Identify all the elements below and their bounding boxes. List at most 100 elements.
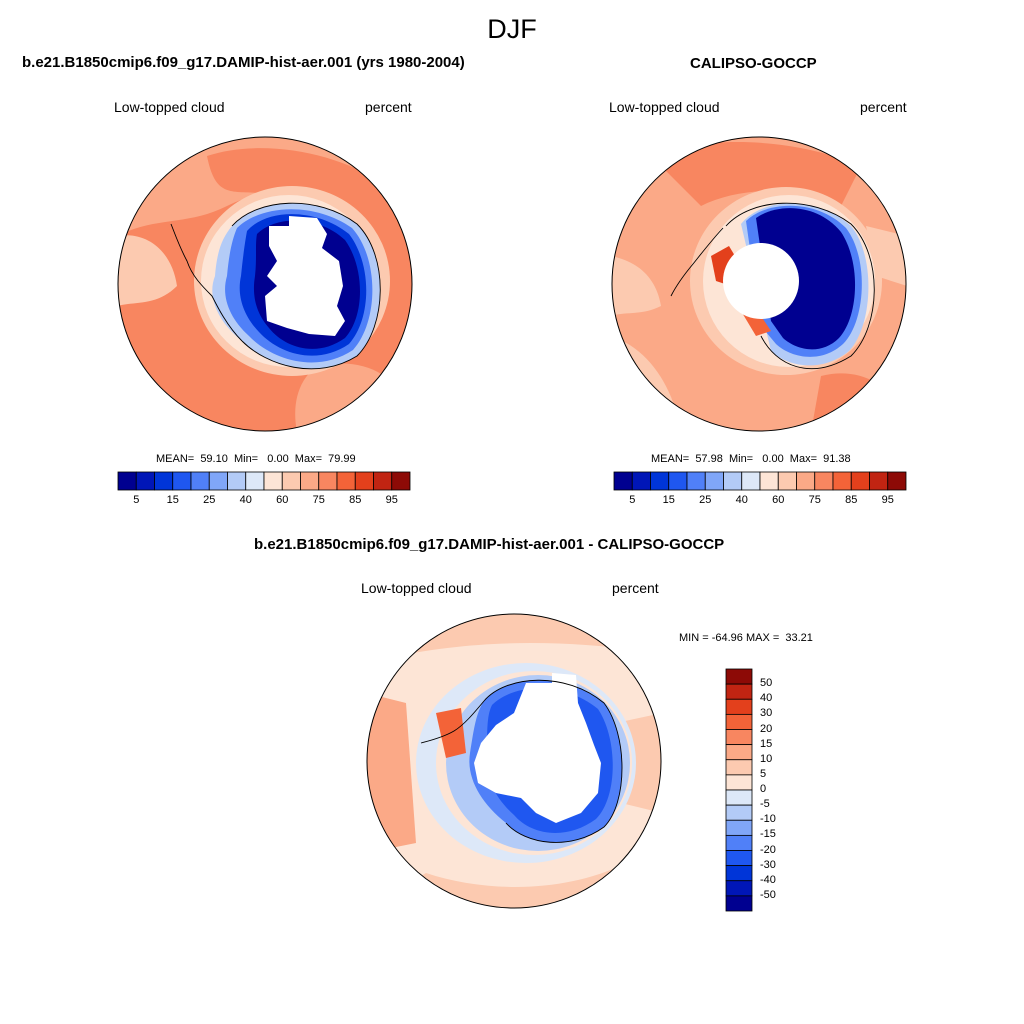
colorbar-swatch <box>741 471 761 491</box>
colorbar-tick-label: 95 <box>385 494 398 506</box>
colorbar-swatch <box>354 471 374 491</box>
colorbar-tick-label: 20 <box>760 722 773 735</box>
colorbar-swatch <box>887 471 907 491</box>
colorbar-tick-label: 60 <box>772 494 785 506</box>
colorbar-tick-label: 85 <box>349 494 362 506</box>
colorbar-swatch <box>631 471 651 491</box>
colorbar-tick-label: 15 <box>760 737 773 750</box>
diff-units-label: percent <box>612 580 659 596</box>
colorbar-tick-label: 25 <box>203 494 216 506</box>
colorbar-swatch <box>263 471 283 491</box>
colorbar-tick-label: -50 <box>760 888 776 901</box>
colorbar-swatch <box>300 471 320 491</box>
colorbar-tick-label: -15 <box>760 828 776 841</box>
colorbar-tick-label: 95 <box>881 494 894 506</box>
colorbar-tick-label: 5 <box>133 494 140 506</box>
colorbar-swatch <box>723 471 743 491</box>
colorbar-swatch <box>759 471 779 491</box>
colorbar-tick-label: 5 <box>629 494 636 506</box>
colorbar-swatch <box>373 471 393 491</box>
model-colorbar <box>117 471 411 491</box>
obs-colorbar <box>613 471 907 491</box>
obs-polar-map <box>611 136 907 432</box>
colorbar-swatch <box>725 698 753 715</box>
colorbar-swatch <box>725 744 753 761</box>
colorbar-tick-label: 60 <box>276 494 289 506</box>
colorbar-swatch <box>725 774 753 791</box>
colorbar-swatch <box>650 471 670 491</box>
colorbar-swatch <box>725 804 753 821</box>
obs-colorbar-ticks: 5 15 25 40 60 75 85 95 <box>614 494 906 508</box>
colorbar-tick-label: 40 <box>760 692 773 705</box>
colorbar-swatch <box>725 895 753 912</box>
model-variable-label: Low-topped cloud <box>114 99 225 115</box>
colorbar-swatch <box>172 471 192 491</box>
colorbar-swatch <box>613 471 633 491</box>
colorbar-swatch <box>227 471 247 491</box>
colorbar-swatch <box>796 471 816 491</box>
colorbar-swatch <box>814 471 834 491</box>
colorbar-tick-label: 10 <box>760 752 773 765</box>
colorbar-swatch <box>391 471 411 491</box>
colorbar-swatch <box>686 471 706 491</box>
obs-panel-title: CALIPSO-GOCCP <box>690 55 817 72</box>
colorbar-tick-label: 85 <box>845 494 858 506</box>
colorbar-swatch <box>725 834 753 851</box>
colorbar-swatch <box>777 471 797 491</box>
colorbar-swatch <box>208 471 228 491</box>
colorbar-swatch <box>725 668 753 685</box>
colorbar-tick-label: 15 <box>662 494 675 506</box>
colorbar-tick-label: 50 <box>760 677 773 690</box>
colorbar-swatch <box>725 819 753 836</box>
colorbar-swatch <box>135 471 155 491</box>
colorbar-swatch <box>281 471 301 491</box>
colorbar-tick-label: 40 <box>239 494 252 506</box>
colorbar-tick-label: 75 <box>312 494 325 506</box>
colorbar-tick-label: 30 <box>760 707 773 720</box>
colorbar-swatch <box>154 471 174 491</box>
colorbar-swatch <box>725 880 753 897</box>
colorbar-tick-label: -30 <box>760 858 776 871</box>
colorbar-swatch <box>869 471 889 491</box>
colorbar-swatch <box>704 471 724 491</box>
colorbar-tick-label: 25 <box>699 494 712 506</box>
model-polar-map <box>117 136 413 432</box>
diff-variable-label: Low-topped cloud <box>361 580 472 596</box>
colorbar-tick-label: -5 <box>760 798 770 811</box>
obs-stats: MEAN= 57.98 Min= 0.00 Max= 91.38 <box>651 453 851 465</box>
colorbar-swatch <box>190 471 210 491</box>
obs-variable-label: Low-topped cloud <box>609 99 720 115</box>
colorbar-swatch <box>245 471 265 491</box>
diff-stats: MIN = -64.96 MAX = 33.21 <box>679 632 813 644</box>
colorbar-swatch <box>832 471 852 491</box>
diff-colorbar-ticks: 50 40 30 20 15 10 5 0 -5 -10 -15 -20 -30 -40 -50 <box>758 669 818 911</box>
colorbar-swatch <box>318 471 338 491</box>
colorbar-tick-label: -10 <box>760 813 776 826</box>
colorbar-swatch <box>725 789 753 806</box>
obs-units-label: percent <box>860 99 907 115</box>
colorbar-swatch <box>725 759 753 776</box>
colorbar-swatch <box>725 865 753 882</box>
colorbar-swatch <box>117 471 137 491</box>
model-stats: MEAN= 59.10 Min= 0.00 Max= 79.99 <box>156 453 356 465</box>
colorbar-swatch <box>725 850 753 867</box>
main-title: DJF <box>487 14 537 44</box>
colorbar-tick-label: 40 <box>735 494 748 506</box>
model-colorbar-ticks: 5 15 25 40 60 75 85 95 <box>118 494 410 508</box>
colorbar-tick-label: -40 <box>760 873 776 886</box>
colorbar-tick-label: 75 <box>808 494 821 506</box>
colorbar-swatch <box>850 471 870 491</box>
colorbar-swatch <box>725 683 753 700</box>
colorbar-tick-label: 0 <box>760 783 767 795</box>
diff-polar-map <box>366 613 662 909</box>
colorbar-tick-label: 5 <box>760 767 767 780</box>
diff-colorbar <box>725 668 753 912</box>
colorbar-swatch <box>725 713 753 730</box>
model-panel-title: b.e21.B1850cmip6.f09_g17.DAMIP-hist-aer.… <box>22 54 465 71</box>
model-units-label: percent <box>365 99 412 115</box>
diff-panel-title: b.e21.B1850cmip6.f09_g17.DAMIP-hist-aer.… <box>254 536 725 553</box>
colorbar-swatch <box>725 729 753 746</box>
colorbar-swatch <box>668 471 688 491</box>
colorbar-tick-label: -20 <box>760 843 776 856</box>
colorbar-swatch <box>336 471 356 491</box>
